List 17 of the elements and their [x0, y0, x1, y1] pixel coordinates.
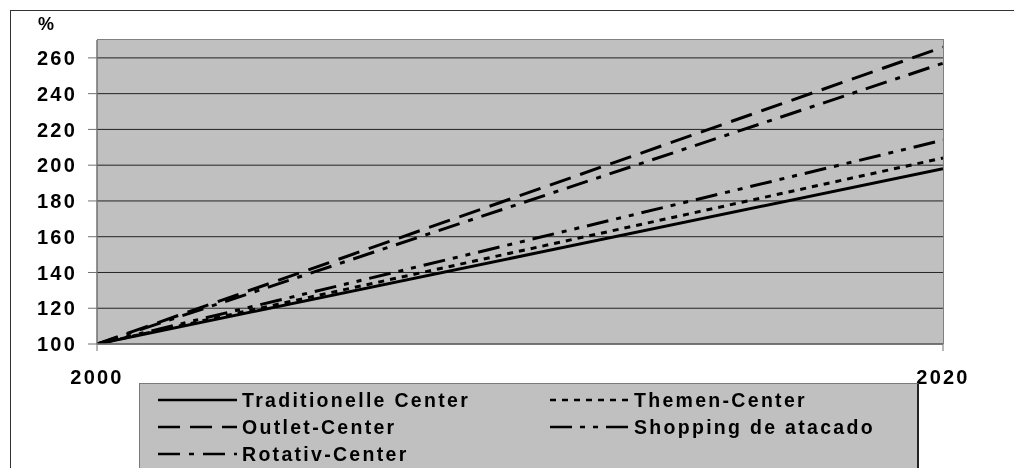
x-tick-label: 2000	[70, 366, 124, 389]
legend-label: Rotativ-Center	[242, 442, 409, 466]
y-tick-label: 160	[37, 225, 77, 248]
y-tick-label: 200	[37, 154, 77, 177]
legend-label: Themen-Center	[634, 388, 807, 412]
legend-label: Traditionelle Center	[242, 388, 471, 412]
y-tick-label: 180	[37, 190, 77, 213]
legend-label: Shopping de atacado	[634, 415, 875, 439]
y-tick-label: 220	[37, 118, 77, 141]
y-tick-label: 240	[37, 82, 77, 105]
y-axis-title: %	[38, 14, 55, 35]
legend-label: Outlet-Center	[242, 415, 397, 439]
y-tick-label: 100	[37, 333, 77, 356]
y-tick-label: 140	[37, 261, 77, 284]
y-tick-label: 260	[37, 46, 77, 69]
y-tick-label: 120	[37, 297, 77, 320]
x-tick-label: 2020	[916, 366, 970, 389]
